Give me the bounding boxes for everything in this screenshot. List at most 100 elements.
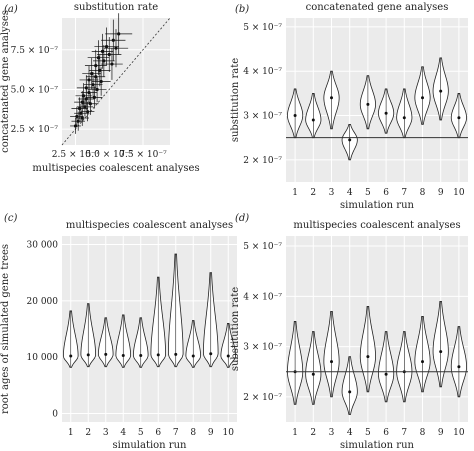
x-tick-label: 9 [438,428,444,438]
violin-median [384,111,388,115]
x-tick-label: 7.5 × 10⁻⁷ [119,150,167,160]
x-tick-label: 3 [329,428,335,438]
data-point [114,46,118,50]
y-tick-label: 0 [52,410,58,420]
y-tick-label: 4 × 10⁻⁷ [243,67,282,77]
x-tick-label: 10 [453,428,465,438]
x-tick-label: 4 [347,188,353,198]
data-point [96,56,101,60]
x-tick-label: 10 [223,428,235,438]
panel-label: (c) [4,213,18,224]
data-point [110,62,114,66]
x-tick-label: 9 [438,188,444,198]
violin-median [439,350,443,354]
x-axis-label: simulation run [113,440,187,451]
y-tick-label: 3 × 10⁻⁷ [243,112,282,122]
violin-median [191,354,195,358]
x-tick-label: 6 [155,428,161,438]
violin-median [311,118,315,122]
y-tick-label: 3 × 10⁻⁷ [243,343,282,353]
x-tick-label: 3 [103,428,109,438]
violin-median [104,352,108,356]
violin-median [421,360,424,364]
data-point [111,38,115,42]
y-tick-label: 20 000 [27,297,59,307]
violin-median [457,116,461,120]
data-point [80,100,84,104]
data-point [83,105,87,109]
violin-median [402,116,406,120]
panel-label: (d) [235,213,249,224]
data-point [102,59,106,63]
panel-label: (b) [235,4,249,15]
y-tick-label: 7.5 × 10⁻⁷ [11,46,59,56]
violin-median [86,353,90,357]
y-tick-label: 2 × 10⁻⁷ [243,156,282,166]
y-tick-label: 4 × 10⁻⁷ [243,292,282,302]
data-point [100,49,105,53]
chart-title: substitution rate [74,2,158,13]
y-tick-label: 30 000 [27,240,59,250]
x-tick-label: 6 [383,428,389,438]
chart-panel-4: (d) multispecies coalescent analyses 2 × 1… [230,213,468,451]
x-tick-label: 2.5 × 10⁻⁷ [52,150,100,160]
data-point [80,116,84,120]
violin-median [139,353,143,357]
y-axis-label: substitution rate [230,287,241,371]
data-point [77,106,82,111]
data-point [73,124,78,128]
data-point [107,52,111,57]
data-point [90,71,94,76]
violin-median [439,89,443,93]
chart-panel-2: (b) concatenated gene analyses 2 × 10⁻⁷ 3 ×… [230,2,468,211]
x-tick-label: 7 [173,428,179,438]
violin-median [69,354,73,358]
data-point [117,32,121,36]
x-tick-label: 1 [292,188,298,198]
x-tick-label: 1 [292,428,298,438]
x-tick-label: 2 [310,188,316,198]
x-tick-label: 5 [365,188,371,198]
y-tick-label: 2.5 × 10⁻⁷ [11,125,59,135]
y-tick-label: 5 × 10⁻⁷ [243,23,282,33]
violin-median [330,360,333,364]
data-point [95,87,99,92]
violin-median [174,352,178,356]
chart-title: multispecies coalescent analyses [66,220,233,231]
x-axis-label: simulation run [340,200,414,211]
violin-median [366,355,370,359]
violin-median [156,353,160,357]
x-tick-label: 5 [365,428,371,438]
violin-median [421,96,424,100]
data-point [76,119,80,123]
x-tick-label: 7 [401,428,407,438]
violin-median [457,365,461,369]
x-axis-label: simulation run [340,440,414,451]
x-tick-label: 1 [68,428,74,438]
x-tick-label: 3 [329,188,335,198]
data-point [86,110,90,114]
chart-title: concatenated gene analyses [306,2,449,13]
x-axis-label: multispecies coalescent analyses [32,163,199,174]
x-tick-label: 5 [138,428,144,438]
x-tick-label: 8 [420,188,426,198]
violin-median [384,372,388,376]
x-tick-label: 8 [420,428,426,438]
chart-title: multispecies coalescent analyses [293,220,460,231]
x-tick-label: 10 [453,188,465,198]
violin-median [209,352,213,356]
violin-median [293,114,297,118]
x-tick-label: 4 [347,428,353,438]
violin-median [366,102,370,106]
data-point [94,75,98,79]
y-tick-label: 10 000 [27,353,59,363]
data-point [98,68,102,72]
violin-median [121,353,125,357]
data-point [84,97,88,101]
y-axis-label: root ages of simulated gene trees [0,244,11,414]
x-tick-label: 9 [208,428,214,438]
violin-median [311,372,315,376]
x-tick-label: 7 [401,188,407,198]
